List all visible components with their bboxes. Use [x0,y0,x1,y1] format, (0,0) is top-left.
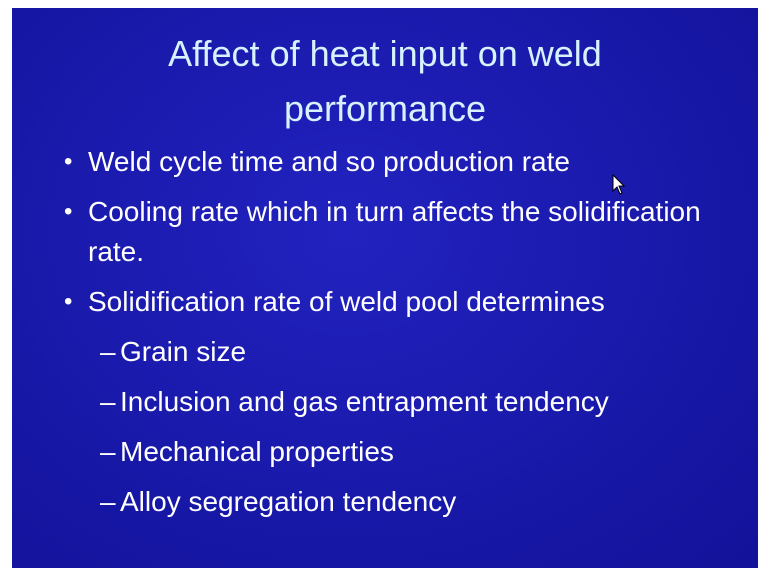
sub-list: Grain size Inclusion and gas entrapment t… [88,332,728,522]
sub-item: Mechanical properties [100,432,728,472]
slide: Affect of heat input on weld performance… [12,8,758,568]
bullet-text: Weld cycle time and so production rate [88,146,570,177]
bullet-list: Weld cycle time and so production rate Co… [64,142,728,532]
bullet-text: Solidification rate of weld pool determi… [88,286,605,317]
sub-item: Alloy segregation tendency [100,482,728,522]
bullet-item: Weld cycle time and so production rate [64,142,728,182]
sub-item: Inclusion and gas entrapment tendency [100,382,728,422]
mouse-cursor [612,174,626,195]
bullet-text: Cooling rate which in turn affects the s… [88,196,701,267]
sub-item: Grain size [100,332,728,372]
bullet-item: Solidification rate of weld pool determi… [64,282,728,522]
slide-title: Affect of heat input on weld performance [168,33,602,129]
bullet-item: Cooling rate which in turn affects the s… [64,192,728,272]
